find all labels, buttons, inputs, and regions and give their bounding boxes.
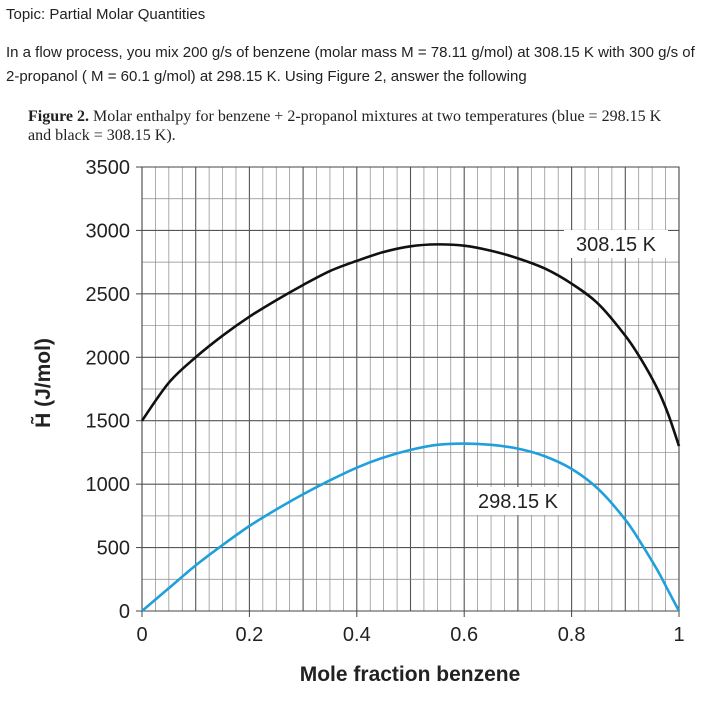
- y-tick-label: 3500: [86, 157, 131, 179]
- y-axis-label: H̃ (J/mol): [31, 338, 55, 428]
- series-lines: [140, 243, 681, 612]
- problem-statement: In a flow process, you mix 200 g/s of be…: [6, 44, 695, 85]
- series-label-298K: 298.15 K: [478, 491, 559, 513]
- x-tick-label: 0: [136, 624, 147, 646]
- x-tick-label: 0.6: [450, 624, 478, 646]
- topic-heading: Topic: Partial Molar Quantities: [6, 6, 206, 23]
- series-label-box: [466, 487, 570, 515]
- y-tick-label: 0: [119, 601, 130, 623]
- x-tick-label: 0.4: [343, 624, 371, 646]
- series-label-308K: 308.15 K: [576, 234, 657, 256]
- x-tick-label: 0.2: [235, 624, 263, 646]
- x-tick-label: 1: [673, 624, 684, 646]
- y-tick-label: 3000: [86, 220, 131, 242]
- y-tick-label: 2500: [86, 284, 131, 306]
- y-tick-label: 500: [97, 538, 130, 560]
- axis-ticks: 0 0.2 0.4 0.6 0.8 1 0 500 1000 1500 2000 2500 3000 35…: [86, 157, 685, 646]
- y-tick-label: 1000: [86, 474, 131, 496]
- series-line-298K: [141, 442, 681, 612]
- figure-caption-label: Figure 2.: [28, 108, 90, 125]
- series-line-308K: [140, 243, 681, 447]
- series-labels: 308.15 K 298.15 K: [466, 230, 668, 515]
- x-tick-label: 0.8: [558, 624, 586, 646]
- series-label-box: [564, 230, 668, 258]
- figure-caption: Figure 2. Molar enthalpy for benzene + 2…: [28, 107, 688, 145]
- plot-frame: [141, 166, 680, 612]
- y-tick-label: 2000: [86, 347, 131, 369]
- figure-caption-text: Molar enthalpy for benzene + 2-propanol …: [28, 108, 662, 144]
- y-tick-label: 1500: [86, 411, 131, 433]
- x-axis-label: Mole fraction benzene: [300, 663, 521, 686]
